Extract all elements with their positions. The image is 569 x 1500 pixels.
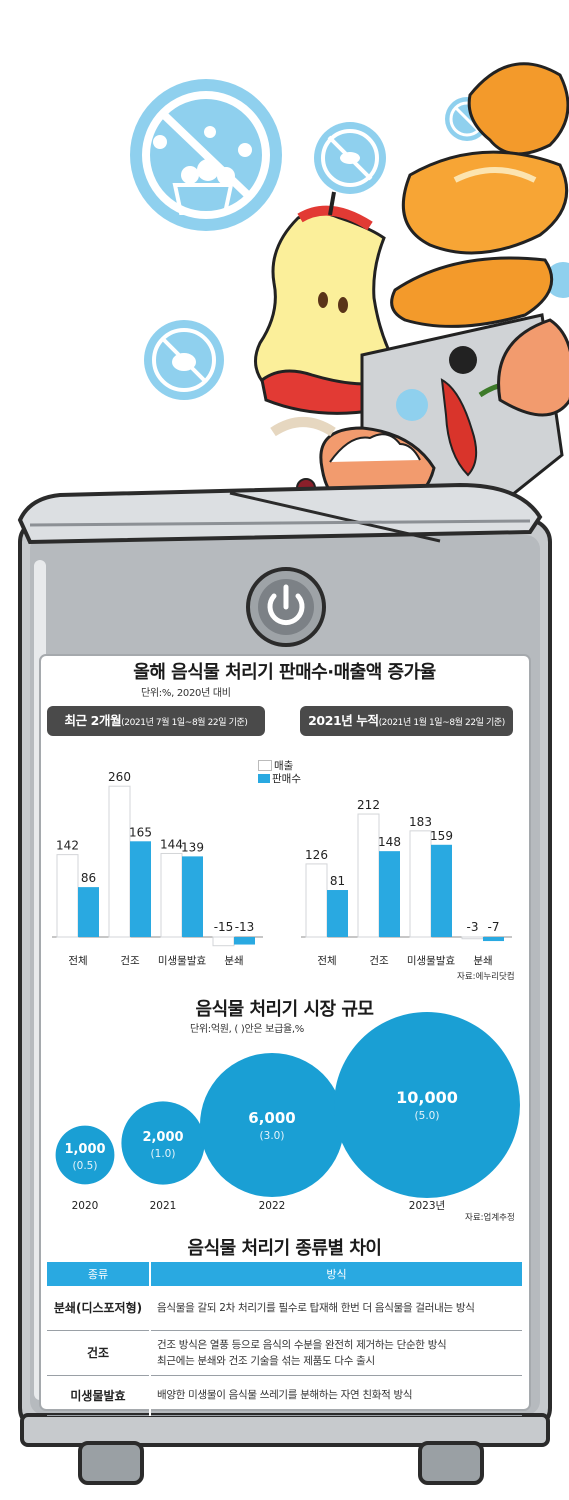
data-label: -7: [488, 920, 500, 934]
legend-swatch-units: [258, 774, 270, 783]
table-row: 건조 건조 방식은 열풍 등으로 음식의 수분을 완전히 제거하는 단순한 방식…: [47, 1330, 522, 1376]
market-bubble: [55, 1125, 115, 1185]
types-row-desc-line: 최근에는 분쇄와 건조 기술을 섞는 제품도 다수 출시: [157, 1354, 375, 1367]
category-label: 분쇄: [224, 955, 243, 967]
period-right-pill: 2021년 누적(2021년 1월 1일~8월 22일 기준): [300, 706, 513, 736]
types-table-header-row: 종류 방식: [47, 1262, 522, 1286]
legend-label-sales: 매출: [274, 760, 294, 772]
types-row-name: 건조: [47, 1330, 151, 1376]
year-label: 2020: [72, 1200, 99, 1212]
types-row-desc-line: 배양한 미생물이 음식물 쓰레기를 분해하는 자연 친화적 방식: [157, 1389, 413, 1401]
power-icon: [246, 567, 326, 647]
types-table-title: 음식물 처리기 종류별 차이: [187, 1238, 382, 1259]
source-note-growth: 자료:에누리닷컴: [457, 972, 515, 982]
category-label: 미생물발효: [407, 955, 456, 967]
orange-peel-icon: [390, 62, 569, 328]
data-label: 144: [160, 837, 183, 851]
data-label: 212: [357, 798, 380, 812]
period-left-sub: (2021년 7월 1일~8월 22일 기준): [121, 718, 248, 728]
legend-item-sales: 매출: [258, 759, 301, 772]
period-right-sub: (2021년 1월 1일~8월 22일 기준): [378, 718, 506, 728]
data-label: 81: [330, 874, 345, 888]
types-header-method: 방식: [150, 1262, 522, 1286]
types-table: 종류 방식 분쇄(디스포저형) 음식물을 갈되 2차 처리기를 필수로 탑재해 …: [47, 1262, 522, 1416]
year-label: 2022: [259, 1200, 286, 1212]
category-label: 전체: [68, 955, 87, 967]
period-left-pill: 최근 2개월(2021년 7월 1일~8월 22일 기준): [47, 706, 265, 736]
no-bug-sign-icon: [314, 122, 386, 194]
data-label: 126: [305, 848, 328, 862]
types-row-desc-line: 음식물을 갈되 2차 처리기를 필수로 탑재해 한번 더 음식물을 걸러내는 방…: [157, 1301, 475, 1314]
bar-units: [130, 841, 151, 937]
market-bubble: [121, 1101, 205, 1185]
data-label: 142: [56, 839, 79, 853]
bar-units: [234, 937, 255, 945]
growth-chart-title: 올해 음식물 처리기 판매수·매출액 증가율: [133, 662, 436, 683]
category-label: 전체: [317, 955, 336, 967]
year-label: 2023년: [409, 1200, 445, 1212]
category-label: 건조: [369, 955, 389, 967]
bubble-value-label: 2,000: [142, 1130, 183, 1145]
bubble-value-label: 6,000: [248, 1109, 295, 1127]
data-label: 260: [108, 770, 131, 784]
data-label: 86: [81, 871, 96, 885]
table-row: 분쇄(디스포저형) 음식물을 갈되 2차 처리기를 필수로 탑재해 한번 더 음…: [47, 1286, 522, 1331]
bar-units: [182, 856, 203, 937]
category-label: 건조: [120, 955, 140, 967]
bar-units: [379, 851, 400, 937]
bubble-rate-label: (0.5): [73, 1160, 98, 1172]
period-right-main: 2021년 누적: [308, 713, 379, 728]
data-label: 148: [378, 835, 401, 849]
legend-swatch-sales: [258, 760, 272, 771]
data-label: 139: [181, 840, 204, 854]
types-header-kind: 종류: [47, 1262, 151, 1286]
bubble-value-label: 10,000: [396, 1088, 458, 1107]
market-unit-note: 단위:억원, ( )안은 보급율,%: [190, 1024, 304, 1035]
types-row-desc: 건조 방식은 열풍 등으로 음식의 수분을 완전히 제거하는 단순한 방식 최근…: [150, 1330, 522, 1376]
year-label: 2021: [150, 1200, 177, 1212]
data-label: -13: [235, 920, 255, 934]
category-label: 미생물발효: [158, 955, 207, 967]
growth-unit-note: 단위:%, 2020년 대비: [141, 688, 231, 699]
bubble-rate-label: (5.0): [415, 1110, 440, 1122]
bubble-rate-label: (3.0): [260, 1130, 285, 1142]
table-row: 미생물발효 배양한 미생물이 음식물 쓰레기를 분해하는 자연 친화적 방식: [47, 1375, 522, 1416]
bar-units: [431, 844, 452, 937]
no-food-waste-sign-icon: [130, 79, 282, 231]
bubble-value-label: 1,000: [64, 1142, 105, 1157]
data-label: 165: [129, 825, 152, 839]
source-note-market: 자료:업계추정: [465, 1213, 515, 1223]
market-chart-title: 음식물 처리기 시장 규모: [195, 999, 374, 1020]
bar-units: [327, 890, 348, 937]
period-left-main: 최근 2개월: [64, 713, 122, 728]
market-bubble: [334, 1012, 520, 1198]
types-row-desc: 음식물을 갈되 2차 처리기를 필수로 탑재해 한번 더 음식물을 걸러내는 방…: [150, 1286, 522, 1331]
legend-item-units: 판매수: [258, 772, 301, 785]
bar-units: [78, 887, 99, 937]
data-label: -3: [467, 920, 479, 934]
category-label: 분쇄: [473, 955, 492, 967]
data-label: -15: [214, 920, 234, 934]
no-fly-sign-icon: [144, 320, 224, 400]
legend-label-units: 판매수: [272, 773, 301, 785]
types-row-name: 분쇄(디스포저형): [47, 1286, 151, 1331]
market-bubble: [199, 1052, 345, 1198]
types-row-desc: 배양한 미생물이 음식물 쓰레기를 분해하는 자연 친화적 방식: [150, 1375, 522, 1416]
data-label: 183: [409, 815, 432, 829]
bubble-rate-label: (1.0): [151, 1148, 176, 1160]
types-row-name: 미생물발효: [47, 1375, 151, 1416]
data-label: 159: [430, 829, 453, 843]
chart-legend: 매출 판매수: [258, 759, 301, 785]
bar-units: [483, 937, 504, 942]
types-row-desc-line: 건조 방식은 열풍 등으로 음식의 수분을 완전히 제거하는 단순한 방식: [157, 1338, 447, 1351]
